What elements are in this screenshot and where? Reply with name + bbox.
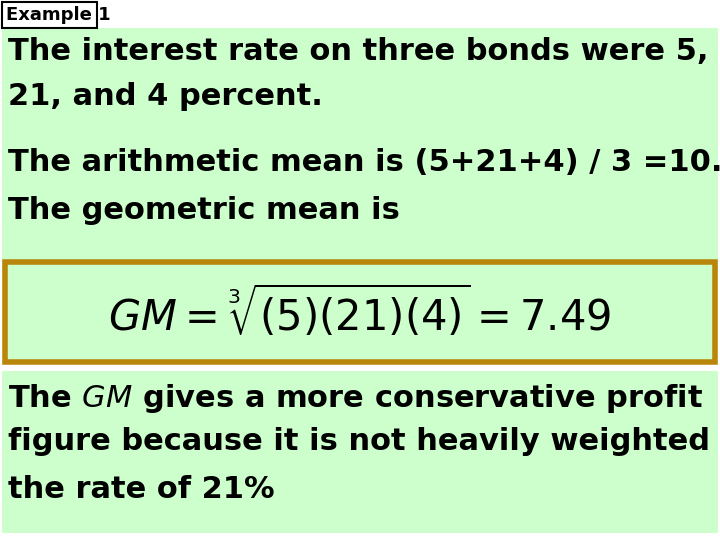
FancyBboxPatch shape — [2, 371, 718, 533]
Text: The geometric mean is: The geometric mean is — [8, 196, 400, 225]
Text: the rate of 21%: the rate of 21% — [8, 475, 274, 504]
Text: $GM = \sqrt[3]{(5)(21)(4)} = 7.49$: $GM = \sqrt[3]{(5)(21)(4)} = 7.49$ — [109, 284, 611, 340]
Text: The interest rate on three bonds were 5,: The interest rate on three bonds were 5, — [8, 37, 708, 66]
Text: The arithmetic mean is (5+21+4) / 3 =10.0: The arithmetic mean is (5+21+4) / 3 =10.… — [8, 148, 720, 177]
Text: Example 1: Example 1 — [6, 6, 111, 24]
FancyBboxPatch shape — [2, 28, 718, 276]
Text: The $\it{GM}$ gives a more conservative profit: The $\it{GM}$ gives a more conservative … — [8, 382, 703, 415]
Text: 21, and 4 percent.: 21, and 4 percent. — [8, 82, 323, 111]
FancyBboxPatch shape — [5, 262, 715, 362]
Text: figure because it is not heavily weighted by: figure because it is not heavily weighte… — [8, 427, 720, 456]
FancyBboxPatch shape — [2, 2, 97, 28]
